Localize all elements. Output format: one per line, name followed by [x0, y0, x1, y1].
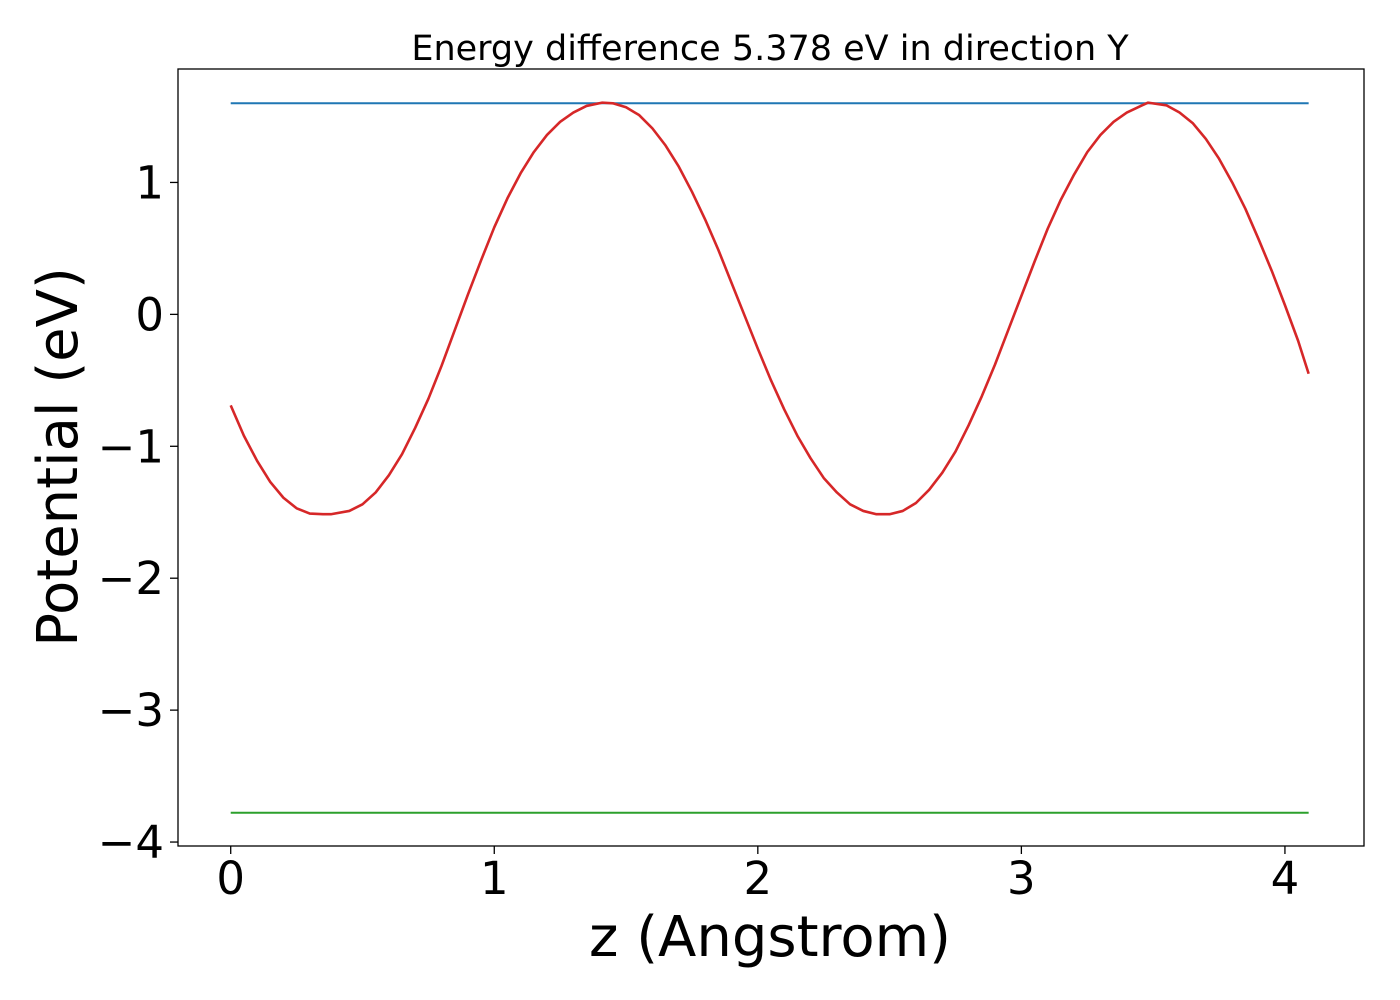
- y-axis-label: Potential (eV): [26, 267, 91, 647]
- y-tick-label: −2: [98, 552, 164, 605]
- series-layer: [229, 101, 1310, 814]
- x-axis-label: z (Angstrom): [589, 905, 951, 970]
- plot-frame: [177, 68, 1365, 847]
- y-tick-label: −1: [98, 420, 164, 473]
- x-tick-label: 4: [1271, 852, 1300, 905]
- x-tick-label: 3: [1007, 852, 1036, 905]
- x-tick-label: 2: [744, 852, 773, 905]
- y-axis: −4 −3 −2 −1 0 1: [98, 156, 178, 869]
- chart-title: Energy difference 5.378 eV in direction …: [411, 29, 1129, 69]
- y-tick-label: 1: [135, 156, 164, 209]
- x-tick-label: 0: [216, 852, 245, 905]
- x-axis: 0 1 2 3 4: [216, 846, 1299, 905]
- x-tick-label: 1: [480, 852, 509, 905]
- y-tick-label: −3: [98, 684, 164, 737]
- y-tick-label: −4: [98, 816, 164, 869]
- series-line-2: [229, 101, 1310, 516]
- y-tick-label: 0: [135, 288, 164, 341]
